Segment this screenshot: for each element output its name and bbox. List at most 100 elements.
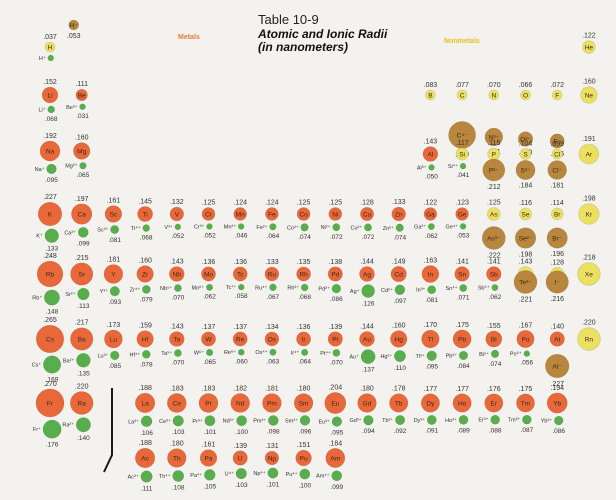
cation-radius-rb: .148 [46,308,59,315]
cation-ce [172,415,184,427]
symbol-ho: Ho [458,401,467,408]
nonmetals-label: Nonmetals [444,38,480,45]
cation-symbol-be: Be²⁺ [66,104,78,111]
cation-radius-sn: .071 [457,295,470,302]
atomic-radius-nd: .182 [233,386,247,393]
atom-h [44,41,56,53]
symbol-ta: Ta [173,337,180,344]
atom-ga [423,207,438,221]
symbol-np: Np [268,456,277,463]
atom-th [167,448,187,468]
cation-symbol-mn: Mn²⁺ [224,223,236,230]
atomic-radius-ac: .188 [138,440,152,447]
cation-symbol-pm: Pm³⁺ [253,418,266,425]
cation-k [44,228,59,243]
cation-rb [43,289,60,306]
cation-radius-sm: .096 [299,428,312,435]
cation-symbol-al: Al³⁺ [417,164,427,171]
symbol-cl: Cl [554,152,561,159]
cation-symbol-lu: Lu³⁺ [97,352,108,359]
atom-o [520,89,531,101]
anion-p [482,158,506,182]
cation-radius-po: .056 [520,360,533,367]
lanthanide-divider [103,388,113,473]
atom-sr [70,262,94,286]
cation-symbol-co: Co²⁺ [287,224,299,231]
symbol-ni: Ni [332,212,338,219]
atomic-radius-mn: .124 [233,200,247,207]
symbol-w: W [205,337,212,344]
symbol-ru: Ru [268,272,277,279]
symbol-sm: Sm [299,401,309,408]
atom-ba [70,327,94,351]
symbol-la: La [141,401,149,408]
cation-radius-cd: .097 [394,298,407,305]
symbol-th: Th [173,456,181,463]
atom-pu [295,449,312,467]
symbol-h: H⁻ [70,23,79,30]
atom-co [296,207,311,221]
atom-cs [35,324,65,354]
atom-np [264,450,280,466]
symbol-f: F⁻ [553,139,561,146]
anion-f [549,133,565,149]
cation-er [490,414,500,425]
cation-sn [459,284,468,292]
cation-symbol-u: U⁴⁺ [225,471,234,478]
cation-mn [237,223,245,230]
atomic-radius-sr: .215 [75,255,89,262]
cation-symbol-ti: Ti⁴⁺ [131,225,141,232]
cation-ba [76,353,91,368]
cation-radius-zn: .074 [393,235,406,242]
cation-symbol-ge: Ge⁴⁺ [445,223,458,230]
symbol-nd: Nd [236,401,245,408]
atom-eu [324,392,347,414]
cation-radius-li: .068 [45,116,58,123]
atomic-radius-mo: .136 [202,259,216,266]
atom-pd [327,266,343,282]
atom-au [359,331,375,347]
cation-zr [141,285,151,294]
cation-symbol-pr: Pr³⁺ [192,418,202,425]
symbol-se: Se²⁻ [519,236,533,243]
cation-radius-ac: .111 [141,485,153,492]
atomic-radius-se: .116 [519,200,532,207]
symbol-cl: Cl⁻ [552,168,562,175]
cation-symbol-pd: Pd²⁺ [318,286,330,293]
symbol-al: Al [428,152,434,159]
cation-radius-dy: .091 [425,428,438,435]
symbol-cr: Cr [205,212,213,219]
atomic-radius-hf: .159 [138,323,152,330]
atom-at [549,331,565,347]
atom-w [201,331,216,347]
cation-radius-pu: .100 [298,482,311,489]
atom-ra [69,391,94,415]
atomic-radius-n: .070 [487,82,501,89]
atom-er [484,393,504,413]
cation-pb [458,350,469,361]
atomic-radius-ti: .145 [138,198,152,205]
cation-na [46,163,57,175]
cation-rh [300,283,309,292]
cation-symbol-dy: Dy³⁺ [414,417,426,424]
cation-symbol-sm: Sm³⁺ [285,417,298,424]
cation-mo [206,283,214,291]
symbol-br: Br [554,212,561,219]
cation-pu [299,468,311,480]
cation-symbol-pb: Pb²⁺ [446,352,458,359]
cation-radius-eu: .095 [331,429,344,436]
cation-pr [204,415,216,427]
atomic-radius-as: .125 [487,200,501,207]
atom-ac [135,447,156,469]
cation-tc [237,283,245,291]
atom-br [550,207,564,221]
symbol-ir: Ir [302,337,307,344]
symbol-f: F [555,93,559,100]
cation-radius-tc: .058 [235,293,248,300]
cation-radius-pa: .105 [203,483,216,490]
cation-symbol-ca: Ca²⁺ [64,229,76,236]
cation-nd [236,415,248,427]
cation-symbol-cu: Cu²⁺ [350,224,362,231]
symbol-rh: Rh [299,272,308,279]
atomic-radius-rh: .135 [297,259,311,266]
